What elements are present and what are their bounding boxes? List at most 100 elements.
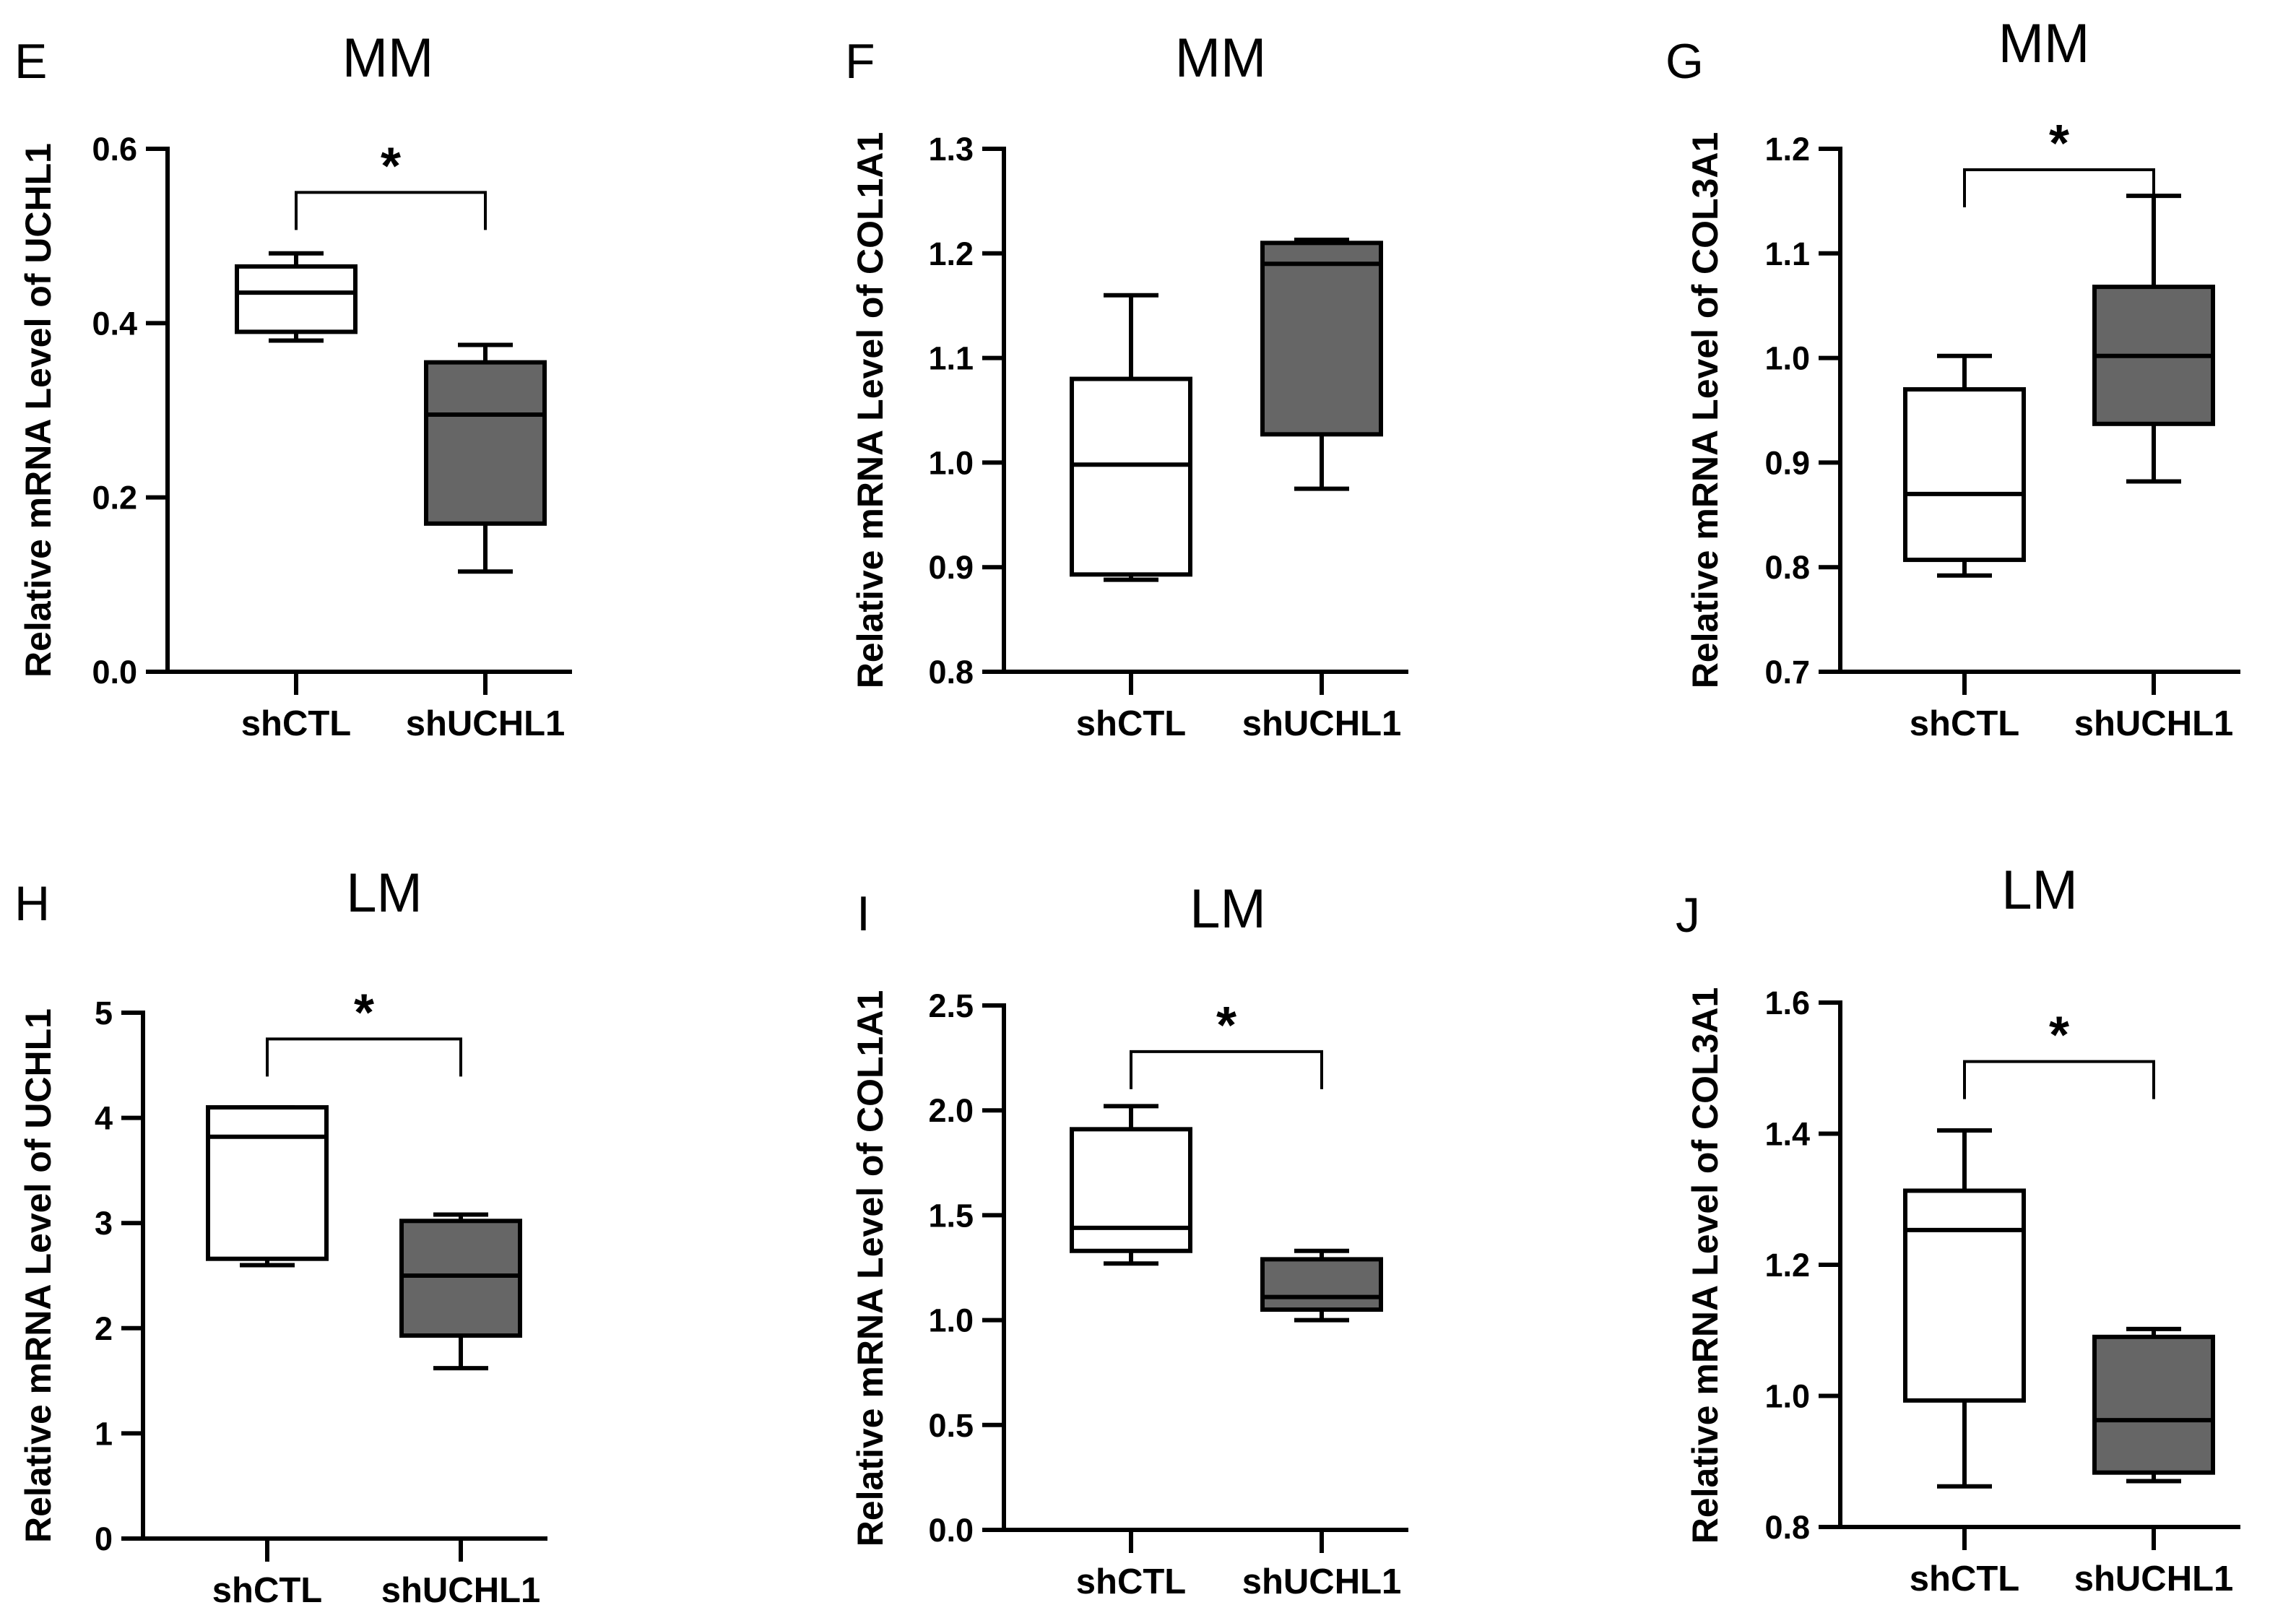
x-tick-label: shUCHL1 <box>2074 704 2234 743</box>
chart-panel-f: F MM Relative mRNA Level of COL1A1 0.8 0.9 1.… <box>845 27 1408 743</box>
x-tick-label: shCTL <box>1910 704 2019 743</box>
y-tick-label: 0.0 <box>92 654 137 691</box>
interquartile-box <box>235 264 358 334</box>
y-tick-label: 1.5 <box>928 1197 974 1234</box>
interquartile-box <box>424 360 547 526</box>
y-axis-label: Relative mRNA Level of COL1A1 <box>850 990 891 1547</box>
box-shctl <box>1903 1128 2026 1489</box>
interquartile-box <box>1903 387 2026 563</box>
y-tick-label: 2.5 <box>928 987 974 1024</box>
interquartile-box <box>399 1219 522 1338</box>
interquartile-box <box>1070 376 1192 577</box>
y-tick-label: 1.0 <box>1764 340 1810 377</box>
interquartile-box <box>1260 1257 1383 1312</box>
x-tick-label: shCTL <box>1076 704 1186 743</box>
box-shuchl1 <box>1260 1248 1383 1323</box>
panel-letter: E <box>14 34 47 89</box>
bracket-line <box>1963 1060 2155 1099</box>
significance-bracket: * <box>1130 997 1323 1089</box>
interquartile-box <box>206 1105 329 1261</box>
y-tick-label: 1.1 <box>928 340 974 377</box>
y-tick-label: 0 <box>95 1520 113 1557</box>
y-tick-label: 2.0 <box>928 1092 974 1129</box>
significance-label: * <box>2049 1007 2069 1065</box>
interquartile-box <box>2092 1334 2215 1475</box>
x-tick-label: shCTL <box>1076 1562 1186 1601</box>
y-axis-label: Relative mRNA Level of UCHL1 <box>18 143 59 678</box>
x-tick-label: shCTL <box>241 704 351 743</box>
chart-panel-e: E MM Relative mRNA Level of UCHL1 0.0 0.2 0.4… <box>14 27 572 743</box>
chart-title: MM <box>342 27 434 89</box>
y-tick-label: 1.2 <box>1764 1247 1810 1284</box>
significance-bracket: * <box>266 984 462 1077</box>
y-tick-label: 1.0 <box>928 1302 974 1339</box>
box-shuchl1 <box>399 1212 522 1371</box>
y-tick-label: 0.2 <box>92 480 137 516</box>
y-axis-label: Relative mRNA Level of COL3A1 <box>1685 987 1725 1544</box>
chart-panel-h: H LM Relative mRNA Level of UCHL1 0 1 2 3 4 5 shC… <box>14 862 547 1610</box>
y-tick-label: 0.8 <box>1764 1509 1810 1546</box>
x-tick-label: shUCHL1 <box>1242 1562 1402 1601</box>
y-tick-label: 0.8 <box>928 654 974 691</box>
box-shuchl1 <box>2092 194 2215 484</box>
y-axis-label: Relative mRNA Level of COL1A1 <box>850 132 891 689</box>
y-tick-label: 1.0 <box>928 444 974 481</box>
y-tick-label: 0.5 <box>928 1407 974 1444</box>
box-shctl <box>206 1105 329 1268</box>
panel-letter: J <box>1676 888 1700 943</box>
box-shctl <box>235 251 358 343</box>
significance-label: * <box>1216 997 1236 1055</box>
chart-title: MM <box>1998 13 2090 74</box>
x-tick-label: shUCHL1 <box>406 704 566 743</box>
significance-bracket: * <box>1963 1007 2155 1099</box>
y-tick-label: 0.0 <box>928 1512 974 1549</box>
y-tick-label: 0.9 <box>1764 444 1810 481</box>
y-tick-label: 1.6 <box>1764 985 1810 1021</box>
y-tick-label: 2 <box>95 1310 113 1347</box>
bracket-line <box>1130 1050 1323 1089</box>
y-tick-label: 0.6 <box>92 131 137 168</box>
chart-title: LM <box>346 862 423 924</box>
panel-letter: F <box>845 34 875 89</box>
box-shctl <box>1903 353 2026 578</box>
box-shuchl1 <box>1260 237 1383 491</box>
box-shctl <box>1070 293 1192 582</box>
bracket-line <box>295 191 487 230</box>
y-tick-label: 1.2 <box>928 235 974 272</box>
x-tick-label: shCTL <box>212 1571 322 1610</box>
y-axis-label: Relative mRNA Level of COL3A1 <box>1685 132 1725 689</box>
interquartile-box <box>1070 1127 1192 1253</box>
bracket-line <box>266 1037 462 1077</box>
y-tick-label: 0.8 <box>1764 549 1810 586</box>
interquartile-box <box>1260 241 1383 437</box>
box-shuchl1 <box>424 342 547 574</box>
y-axis-label: Relative mRNA Level of UCHL1 <box>18 1008 59 1543</box>
y-tick-label: 0.7 <box>1764 654 1810 691</box>
interquartile-box <box>1903 1188 2026 1403</box>
box-shctl <box>1070 1104 1192 1266</box>
y-tick-label: 0.9 <box>928 549 974 586</box>
significance-label: * <box>2049 115 2069 173</box>
panel-letter: G <box>1665 34 1704 89</box>
y-tick-label: 1.4 <box>1764 1116 1810 1153</box>
significance-bracket: * <box>295 137 487 230</box>
x-tick-label: shUCHL1 <box>2074 1559 2234 1598</box>
significance-bracket: * <box>1963 115 2155 207</box>
significance-label: * <box>354 984 374 1042</box>
y-tick-label: 5 <box>95 995 113 1031</box>
y-tick-label: 1 <box>95 1415 113 1452</box>
y-tick-label: 0.4 <box>92 305 137 342</box>
chart-panel-g: G MM Relative mRNA Level of COL3A1 0.7 0.8 0.… <box>1665 13 2240 743</box>
x-tick-label: shUCHL1 <box>1242 704 1402 743</box>
box-shuchl1 <box>2092 1326 2215 1484</box>
chart-panel-i: I LM Relative mRNA Level of COL1A1 0.0 0.5 1.… <box>850 878 1408 1601</box>
panel-letter: H <box>14 876 50 931</box>
chart-title: MM <box>1175 27 1267 89</box>
y-tick-label: 1.3 <box>928 131 974 168</box>
y-tick-label: 3 <box>95 1205 113 1242</box>
y-tick-label: 1.2 <box>1764 131 1810 168</box>
bracket-line <box>1963 168 2155 207</box>
y-tick-label: 1.0 <box>1764 1378 1810 1415</box>
x-tick-label: shUCHL1 <box>381 1571 541 1610</box>
x-tick-label: shCTL <box>1910 1559 2019 1598</box>
